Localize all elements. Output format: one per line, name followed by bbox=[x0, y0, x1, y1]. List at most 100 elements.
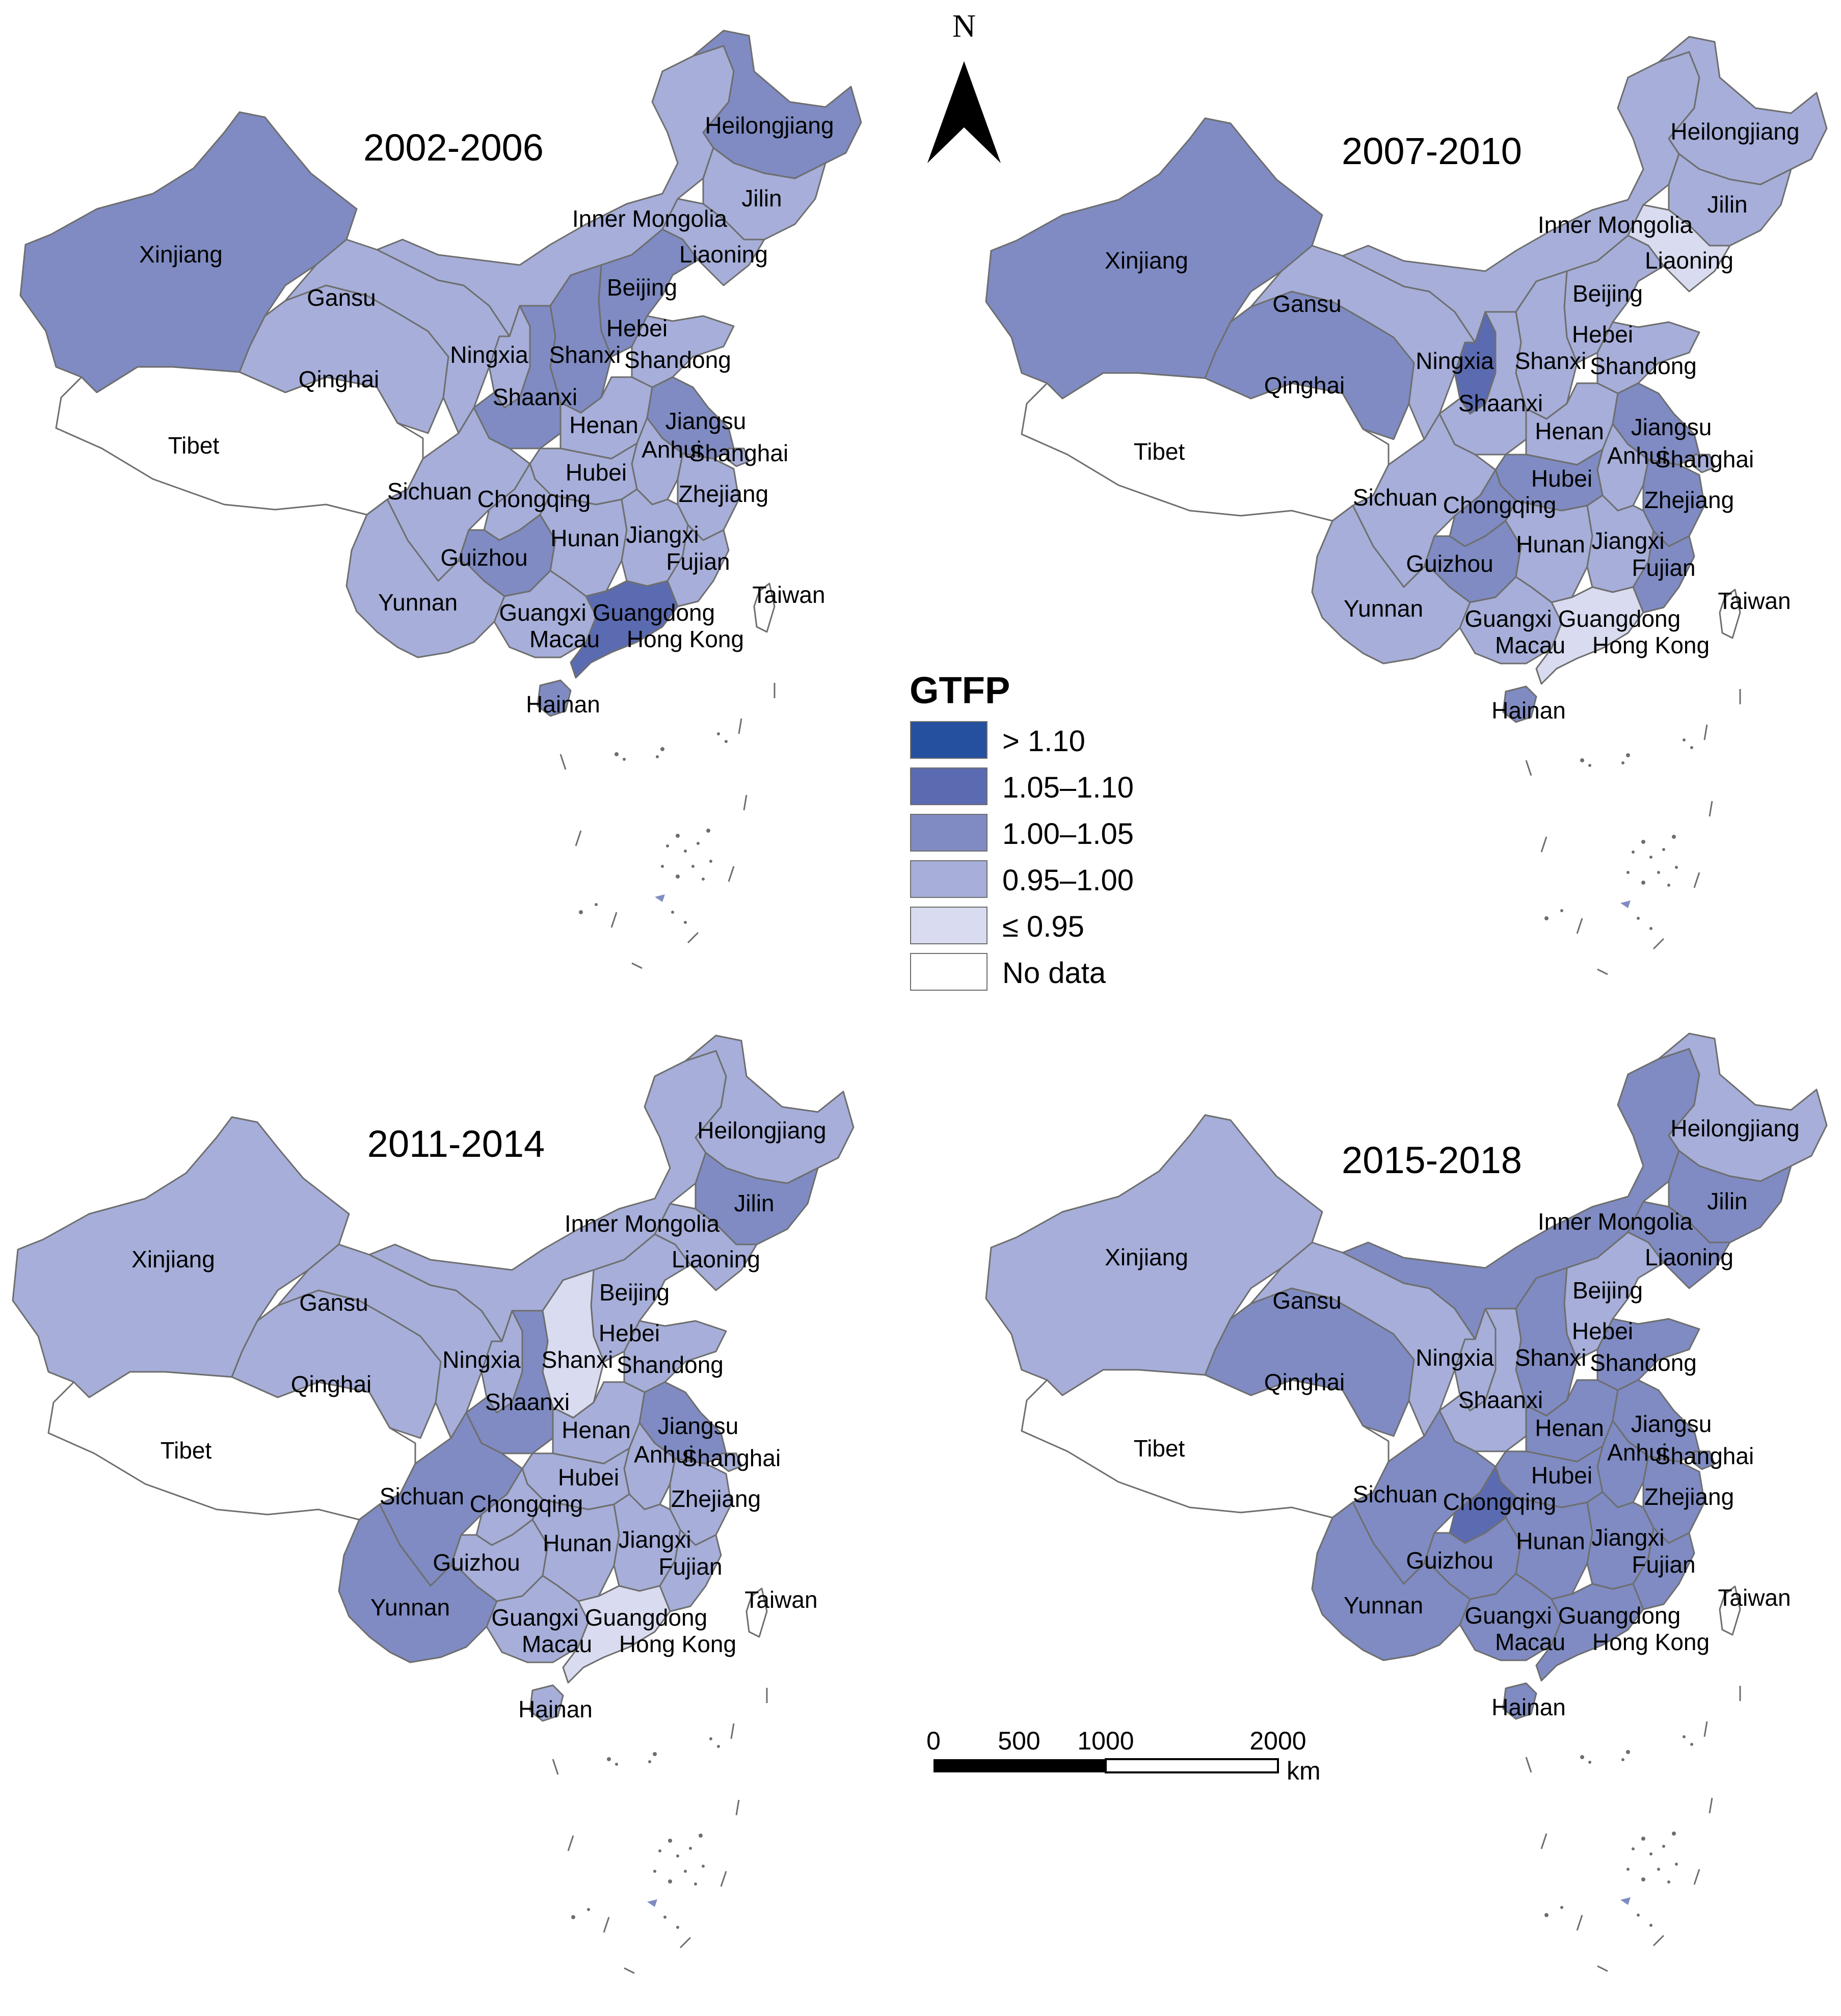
label-inner-mongolia: Inner Mongolia bbox=[1538, 1208, 1693, 1235]
region-guangdong bbox=[570, 580, 679, 679]
label-guangdong: Guangdong bbox=[585, 1604, 707, 1631]
label-hainan: Hainan bbox=[526, 691, 600, 718]
panel-title-3: 2011-2014 bbox=[367, 1123, 545, 1165]
label-jiangxi: Jiangxi bbox=[618, 1526, 691, 1553]
label-taiwan: Taiwan bbox=[752, 581, 825, 608]
region-hainan bbox=[1502, 685, 1537, 723]
scale-segment-black bbox=[933, 1759, 1106, 1772]
scale-tick-0: 0 bbox=[926, 1727, 941, 1755]
south-china-sea-islands bbox=[1544, 738, 1693, 930]
legend-swatch-nodata bbox=[910, 953, 988, 991]
scale-tick-500: 500 bbox=[998, 1727, 1040, 1755]
label-shanghai: Shanghai bbox=[1655, 1443, 1754, 1469]
island-mark bbox=[647, 1899, 657, 1907]
label-hainan: Hainan bbox=[1491, 697, 1566, 724]
label-hubei: Hubei bbox=[558, 1464, 619, 1491]
label-fujian: Fujian bbox=[1632, 554, 1695, 581]
label-anhui: Anhui bbox=[634, 1441, 694, 1468]
map-panel-2011-2014: Xinjiang Tibet Qinghai Gansu Inner Mongolia H… bbox=[12, 1034, 855, 1974]
region-fujian bbox=[659, 1529, 722, 1612]
panel-title-4: 2015-2018 bbox=[1342, 1139, 1522, 1181]
island-mark bbox=[1620, 1897, 1631, 1905]
legend-item: > 1.10 bbox=[910, 721, 1085, 759]
label-shandong: Shandong bbox=[1590, 1349, 1697, 1376]
legend-title: GTFP bbox=[910, 669, 1010, 711]
island-mark bbox=[1620, 900, 1631, 908]
label-liaoning: Liaoning bbox=[672, 1246, 760, 1272]
label-gansu: Gansu bbox=[307, 284, 376, 311]
label-inner-mongolia: Inner Mongolia bbox=[565, 1210, 720, 1237]
map-panel-2007-2010: Xinjiang Tibet Qinghai Gansu Inner Mongolia H… bbox=[985, 36, 1828, 975]
label-hunan: Hunan bbox=[1516, 531, 1585, 558]
south-china-sea-islands bbox=[1525, 1686, 1741, 1972]
label-heilongjiang: Heilongjiang bbox=[1670, 118, 1799, 145]
legend-label: 1.00–1.05 bbox=[1002, 817, 1134, 851]
label-taiwan: Taiwan bbox=[1718, 1584, 1791, 1611]
label-hunan: Hunan bbox=[550, 525, 620, 551]
label-guangdong: Guangdong bbox=[593, 599, 715, 626]
scale-tick-1000: 1000 bbox=[1077, 1727, 1134, 1755]
label-zhejiang: Zhejiang bbox=[1644, 1483, 1734, 1510]
label-chongqing: Chongqing bbox=[470, 1491, 583, 1517]
legend: GTFP > 1.10 1.05–1.10 1.00–1.05 0.95–1.0… bbox=[910, 669, 1134, 991]
label-shanxi: Shanxi bbox=[1515, 348, 1587, 374]
label-shaanxi: Shaanxi bbox=[485, 1389, 570, 1415]
legend-swatch-c105-110 bbox=[910, 767, 988, 805]
label-hong-kong: Hong Kong bbox=[1592, 632, 1710, 658]
label-guangdong: Guangdong bbox=[1558, 1602, 1680, 1629]
south-china-sea-islands bbox=[579, 732, 728, 924]
region-guangdong bbox=[1535, 1583, 1644, 1682]
label-guangxi: Guangxi bbox=[499, 599, 586, 626]
legend-item: 1.00–1.05 bbox=[910, 814, 1134, 852]
label-shanxi: Shanxi bbox=[549, 341, 621, 368]
map-panel-2002-2006: Xinjiang Tibet Qinghai Gansu Inner Mongolia H… bbox=[19, 30, 862, 969]
label-zhejiang: Zhejiang bbox=[679, 481, 768, 507]
label-hainan: Hainan bbox=[518, 1696, 593, 1722]
label-chongqing: Chongqing bbox=[1443, 1489, 1557, 1515]
label-fujian: Fujian bbox=[658, 1553, 722, 1580]
label-liaoning: Liaoning bbox=[679, 241, 768, 268]
label-jiangxi: Jiangxi bbox=[1591, 1524, 1664, 1551]
label-guangxi: Guangxi bbox=[491, 1604, 578, 1631]
label-shaanxi: Shaanxi bbox=[1458, 390, 1543, 416]
label-macau: Macau bbox=[1495, 632, 1565, 658]
label-chongqing: Chongqing bbox=[1443, 492, 1557, 518]
north-arrow-icon bbox=[927, 61, 1001, 163]
panel-title-1: 2002-2006 bbox=[363, 126, 544, 169]
label-xinjiang: Xinjiang bbox=[1105, 247, 1188, 274]
region-fujian bbox=[1632, 1527, 1695, 1610]
label-zhejiang: Zhejiang bbox=[1644, 487, 1734, 513]
label-gansu: Gansu bbox=[299, 1289, 368, 1316]
north-arrow: N bbox=[927, 8, 1001, 163]
label-macau: Macau bbox=[529, 626, 600, 652]
label-hainan: Hainan bbox=[1491, 1694, 1566, 1720]
label-tibet: Tibet bbox=[161, 1437, 212, 1464]
legend-label: 0.95–1.00 bbox=[1002, 864, 1134, 897]
legend-item: 0.95–1.00 bbox=[910, 860, 1134, 898]
label-jiangsu: Jiangsu bbox=[1631, 1411, 1712, 1437]
label-shaanxi: Shaanxi bbox=[493, 384, 577, 410]
label-beijing: Beijing bbox=[607, 274, 677, 301]
label-shaanxi: Shaanxi bbox=[1458, 1387, 1543, 1413]
region-taiwan bbox=[1719, 589, 1741, 639]
region-hainan bbox=[1502, 1682, 1537, 1720]
label-jiangsu: Jiangsu bbox=[658, 1413, 739, 1439]
legend-swatch-c095-100 bbox=[910, 860, 988, 898]
label-inner-mongolia: Inner Mongolia bbox=[572, 205, 728, 232]
label-tibet: Tibet bbox=[168, 432, 220, 459]
label-heilongjiang: Heilongjiang bbox=[1670, 1115, 1799, 1142]
label-beijing: Beijing bbox=[599, 1279, 670, 1306]
label-heilongjiang: Heilongjiang bbox=[705, 112, 834, 139]
legend-label: 1.05–1.10 bbox=[1002, 771, 1134, 804]
south-china-sea-islands bbox=[559, 683, 776, 969]
label-henan: Henan bbox=[562, 1417, 631, 1443]
label-hunan: Hunan bbox=[543, 1530, 612, 1556]
label-tibet: Tibet bbox=[1134, 1435, 1185, 1462]
label-liaoning: Liaoning bbox=[1645, 1244, 1733, 1270]
label-xinjiang: Xinjiang bbox=[139, 241, 223, 268]
label-chongqing: Chongqing bbox=[477, 486, 591, 512]
label-shandong: Shandong bbox=[617, 1351, 724, 1378]
label-ningxia: Ningxia bbox=[442, 1346, 521, 1373]
